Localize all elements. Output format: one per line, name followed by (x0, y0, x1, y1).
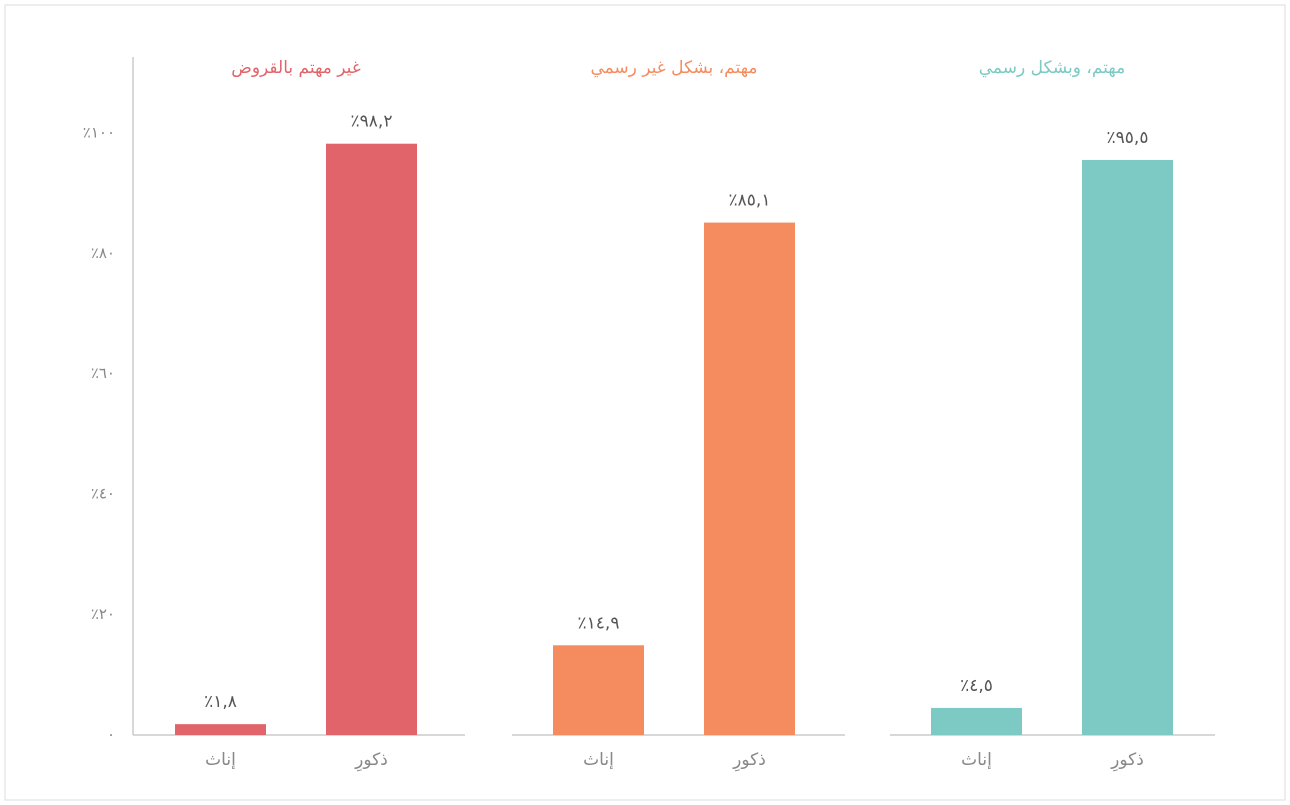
bar (553, 645, 644, 735)
x-tick-label: ذكورِ (732, 750, 766, 772)
bar (1082, 159, 1173, 735)
value-label: ٪٨٥,١ (729, 191, 771, 211)
y-tick-label: ٪٨٠ (91, 244, 115, 262)
bar (931, 707, 1022, 735)
panel-title: مهتم، بشكل غير رسمي (590, 58, 757, 78)
value-label: ٪٤,٥ (960, 676, 993, 696)
panel-title: غير مهتم بالقروض (231, 58, 361, 78)
value-label: ٪٩٨,٢ (351, 112, 393, 132)
y-tick-label: ٪١٠٠ (83, 123, 115, 141)
y-tick-label: ٪٤٠ (91, 485, 115, 503)
bar (326, 143, 417, 736)
bar (704, 222, 795, 735)
x-tick-label: ذكورِ (1110, 750, 1144, 772)
x-tick-label: إناث (205, 750, 236, 770)
x-tick-label: إناث (583, 750, 614, 770)
value-label: ٪٩٥,٥ (1107, 128, 1149, 148)
frame (4, 4, 1286, 801)
bar (175, 724, 266, 735)
panel-title: مهتم، وبشكل رسمي (979, 58, 1126, 78)
x-tick-label: ذكورِ (354, 750, 388, 772)
y-tick-label: ٠ (107, 726, 115, 744)
value-label: ٪١٤,٩ (578, 613, 620, 633)
x-tick-label: إناث (961, 750, 992, 770)
y-tick-label: ٪٦٠ (91, 364, 115, 382)
y-tick-label: ٪٢٠ (91, 605, 115, 623)
value-label: ٪١,٨ (204, 692, 237, 712)
